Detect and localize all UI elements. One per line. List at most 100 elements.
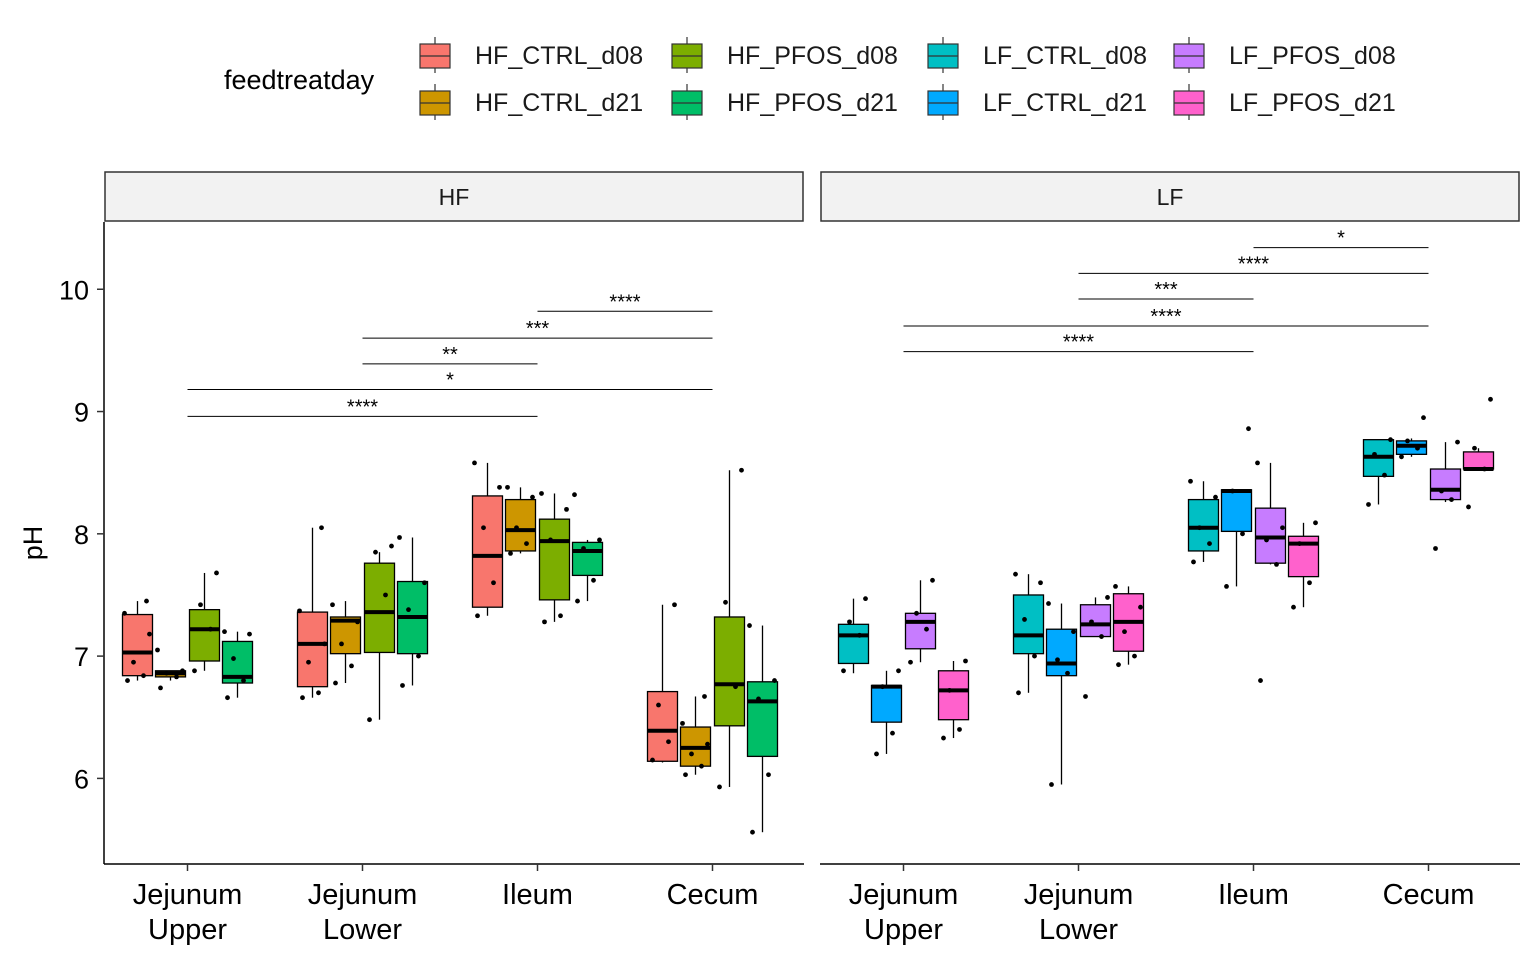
- data-point: [1113, 584, 1118, 589]
- box-HF_PFOS_d21-0: [221, 629, 254, 701]
- data-point: [717, 784, 722, 790]
- data-point: [389, 543, 394, 549]
- significance-label: ****: [347, 396, 378, 418]
- box-LF_PFOS_d21-3: [1462, 396, 1495, 510]
- data-point: [514, 525, 519, 531]
- data-point: [1488, 396, 1493, 402]
- data-point: [383, 592, 388, 598]
- box-body: [471, 495, 504, 608]
- data-point: [497, 484, 502, 490]
- data-point: [1433, 546, 1438, 551]
- data-point: [683, 772, 688, 778]
- x-tick-label: Cecum: [667, 879, 759, 911]
- box-body: [837, 623, 870, 665]
- box-body: [870, 684, 903, 723]
- data-point: [306, 659, 311, 665]
- data-point: [1291, 604, 1296, 610]
- data-point: [548, 537, 553, 543]
- data-point: [896, 668, 901, 674]
- x-tick-label: Ileum: [502, 879, 573, 911]
- data-point: [656, 702, 661, 708]
- data-point: [1013, 571, 1018, 577]
- significance-label: ****: [1150, 306, 1181, 328]
- data-point: [957, 727, 962, 732]
- data-point: [941, 735, 946, 741]
- data-point: [333, 680, 338, 686]
- data-point: [481, 525, 486, 531]
- x-tick-label-line: Cecum: [1383, 879, 1475, 911]
- x-tick-label-line: Lower: [1039, 914, 1118, 946]
- box-LF_PFOS_d21-2: [1287, 520, 1320, 610]
- x-tick-label-line: Lower: [323, 914, 402, 946]
- facet-strip: [820, 171, 1520, 222]
- box-LF_CTRL_d08-0: [837, 596, 870, 674]
- data-point: [747, 623, 752, 628]
- data-point: [1083, 694, 1088, 699]
- significance-bracket: ***: [1078, 279, 1254, 301]
- data-point: [880, 684, 885, 690]
- x-tick-label: Ileum: [1218, 879, 1289, 911]
- box-HF_PFOS_d21-3: [746, 623, 779, 835]
- legend-item-HF_CTRL_d21: HF_CTRL_d21: [419, 84, 643, 120]
- x-tick-label: Cecum: [1383, 879, 1475, 911]
- significance-bracket: ****: [187, 396, 538, 418]
- box-LF_PFOS_d21-0: [937, 658, 970, 741]
- data-point: [908, 659, 913, 665]
- data-point: [1297, 541, 1302, 547]
- data-point: [1399, 454, 1404, 460]
- data-point: [863, 596, 868, 602]
- data-point: [222, 629, 227, 635]
- y-tick-label: 6: [74, 764, 89, 794]
- box-HF_CTRL_d21-1: [329, 601, 362, 686]
- data-point: [1307, 580, 1312, 586]
- data-point: [723, 599, 728, 605]
- data-point: [297, 608, 302, 614]
- data-point: [1049, 782, 1054, 787]
- data-point: [225, 695, 230, 701]
- data-point: [1255, 460, 1260, 466]
- legend-label: LF_PFOS_d21: [1229, 89, 1396, 117]
- legend-item-LF_CTRL_d21: LF_CTRL_d21: [927, 84, 1147, 120]
- data-point: [1388, 437, 1393, 443]
- data-point: [416, 653, 421, 659]
- data-point: [1138, 604, 1143, 610]
- legend-label: LF_CTRL_d08: [983, 42, 1147, 70]
- box-LF_CTRL_d21-3: [1395, 415, 1428, 460]
- box-HF_CTRL_d08-1: [296, 525, 329, 701]
- data-point: [1099, 634, 1104, 639]
- data-point: [597, 537, 602, 543]
- data-point: [772, 678, 777, 683]
- significance-bracket: ***: [362, 318, 713, 340]
- significance-label: ****: [1063, 332, 1094, 354]
- data-point: [214, 570, 219, 576]
- data-point: [1280, 525, 1285, 531]
- data-point: [530, 494, 535, 500]
- data-point: [1230, 488, 1235, 494]
- box-LF_PFOS_d08-3: [1429, 439, 1462, 551]
- data-point: [564, 506, 569, 512]
- data-point: [208, 626, 213, 632]
- data-point: [355, 619, 360, 625]
- data-point: [739, 467, 744, 473]
- facet-strip: [104, 171, 804, 222]
- box-HF_PFOS_d21-1: [396, 535, 429, 688]
- box-HF_PFOS_d21-2: [571, 492, 604, 604]
- legend-label: HF_PFOS_d08: [727, 42, 898, 70]
- data-point: [319, 525, 324, 531]
- legend: feedtreatday HF_CTRL_d08 HF_CTRL_d21 HF_PFO…: [224, 37, 1396, 120]
- data-point: [558, 613, 563, 619]
- legend-item-LF_PFOS_d21: LF_PFOS_d21: [1173, 84, 1396, 120]
- legend-label: LF_PFOS_d08: [1229, 42, 1396, 70]
- box-HF_CTRL_d08-0: [121, 598, 154, 683]
- legend-label: HF_PFOS_d21: [727, 89, 898, 117]
- data-point: [397, 535, 402, 540]
- legend-item-HF_PFOS_d21: HF_PFOS_d21: [671, 84, 898, 120]
- data-point: [1022, 617, 1027, 622]
- data-point: [192, 668, 197, 674]
- data-point: [666, 739, 671, 745]
- box-body: [1429, 468, 1462, 501]
- data-point: [144, 598, 149, 604]
- box-body: [746, 681, 779, 758]
- box-LF_CTRL_d21-0: [870, 668, 903, 757]
